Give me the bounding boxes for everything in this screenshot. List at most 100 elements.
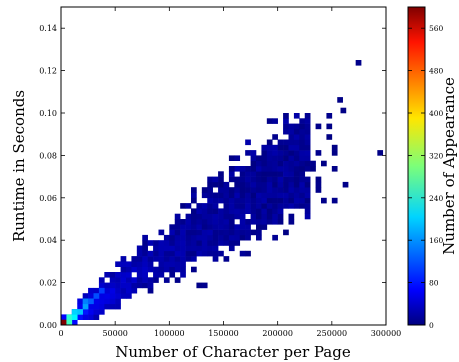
- heatmap-cell: [288, 192, 295, 199]
- heatmap-cell: [283, 144, 289, 151]
- heatmap-cell: [120, 282, 127, 289]
- heatmap-cell: [153, 277, 159, 283]
- heatmap-cell: [293, 134, 300, 140]
- heatmap-cell: [196, 213, 203, 220]
- heatmap-cell: [158, 266, 165, 273]
- heatmap-cell: [71, 309, 78, 315]
- heatmap-cell: [266, 192, 273, 199]
- heatmap-cell: [223, 256, 230, 262]
- heatmap-cell: [120, 293, 127, 299]
- heatmap-cell: [228, 192, 235, 199]
- heatmap-cell: [93, 309, 100, 315]
- heatmap-cell: [169, 245, 176, 252]
- heatmap-cell: [88, 293, 94, 299]
- heatmap-cell: [169, 266, 176, 273]
- x-tick-label: 0: [58, 329, 63, 338]
- colorbar-tick-label: 320: [429, 151, 444, 160]
- heatmap-cell: [207, 187, 213, 193]
- heatmap-cell: [218, 219, 224, 225]
- heatmap-cell: [136, 250, 143, 257]
- heatmap-cell: [283, 187, 289, 193]
- x-axis: 0 50000 100000 150000 200000 250000 300000: [58, 7, 401, 338]
- heatmap-cell: [196, 229, 203, 236]
- heatmap-cell: [250, 229, 257, 236]
- heatmap-cell: [283, 128, 289, 135]
- heatmap-cell: [185, 203, 192, 209]
- heatmap-cell: [283, 203, 289, 209]
- heatmap-cell: [266, 176, 273, 183]
- heatmap-cell: [261, 144, 268, 151]
- heatmap-cell: [250, 166, 257, 172]
- heatmap-cell: [299, 181, 306, 188]
- heatmap-cell: [256, 224, 262, 230]
- heatmap-cell: [288, 171, 295, 177]
- heatmap-cell: [212, 224, 219, 230]
- heatmap-cell: [277, 139, 284, 146]
- heatmap-cell: [212, 256, 219, 262]
- heatmap-cell: [147, 240, 154, 246]
- heatmap-cell: [293, 150, 300, 156]
- heatmap-cell: [207, 213, 213, 220]
- heatmap-cell: [272, 203, 278, 209]
- heatmap-cell: [136, 272, 143, 278]
- heatmap-cell: [120, 261, 127, 267]
- heatmap-cell: [272, 234, 278, 241]
- heatmap-cell: [109, 298, 116, 305]
- heatmap-cell: [299, 150, 306, 156]
- heatmap-cell: [66, 319, 73, 326]
- heatmap-cell: [234, 229, 241, 236]
- heatmap-cell: [77, 309, 83, 315]
- heatmap-cell: [277, 155, 284, 161]
- colorbar-tick-label: 560: [429, 24, 444, 33]
- heatmap-cell: [250, 181, 257, 188]
- heatmap-cell: [109, 287, 116, 294]
- heatmap-cell: [136, 245, 143, 252]
- heatmap-cell: [277, 150, 284, 156]
- heatmap-cell: [283, 171, 289, 177]
- colorbar-tick-label: 400: [429, 109, 444, 118]
- heatmap-cell: [299, 192, 306, 199]
- heatmap-cell: [266, 150, 273, 156]
- heatmap-cell: [266, 208, 273, 214]
- heatmap-cell: [228, 229, 235, 236]
- heatmap-cell: [239, 176, 246, 183]
- heatmap-cell: [88, 314, 94, 320]
- heatmap-cell: [201, 213, 208, 220]
- heatmap-cell: [304, 113, 311, 119]
- heatmap-cell: [293, 176, 300, 183]
- heatmap-cell: [196, 219, 203, 225]
- heatmap-cell: [293, 155, 300, 161]
- heatmap-cell: [104, 298, 111, 305]
- heatmap-cell: [245, 229, 251, 236]
- heatmap-cell: [277, 187, 284, 193]
- heatmap-cell: [126, 282, 132, 289]
- heatmap-cell: [131, 261, 138, 267]
- y-tick-label: 0.14: [39, 24, 57, 33]
- heatmap-cell: [147, 250, 154, 257]
- heatmap-cell: [104, 293, 111, 299]
- heatmap-cell: [228, 187, 235, 193]
- heatmap-cell: [180, 234, 186, 241]
- heatmap-cell: [277, 181, 284, 188]
- heatmap-cell: [223, 240, 230, 246]
- heatmap-cell: [223, 187, 230, 193]
- heatmap-cell: [277, 197, 284, 204]
- heatmap-cell: [304, 176, 311, 183]
- heatmap-cell: [223, 219, 230, 225]
- heatmap-cell: [218, 197, 224, 204]
- heatmap-cell: [180, 219, 186, 225]
- heatmap-cell: [245, 234, 251, 241]
- heatmap-cell: [315, 187, 322, 193]
- heatmap-cell: [207, 250, 213, 257]
- heatmap-cell: [158, 250, 165, 257]
- heatmap-cell: [185, 256, 192, 262]
- y-tick-label: 0.04: [39, 236, 57, 245]
- heatmap-cell: [293, 166, 300, 172]
- heatmap-cell: [261, 171, 268, 177]
- heatmap-cell: [283, 155, 289, 161]
- heatmap-cell: [126, 266, 132, 273]
- heatmap-cell: [191, 245, 197, 252]
- heatmap-cell: [234, 197, 241, 204]
- colorbar-tick-label: 80: [429, 279, 439, 288]
- heatmap-cell: [288, 203, 295, 209]
